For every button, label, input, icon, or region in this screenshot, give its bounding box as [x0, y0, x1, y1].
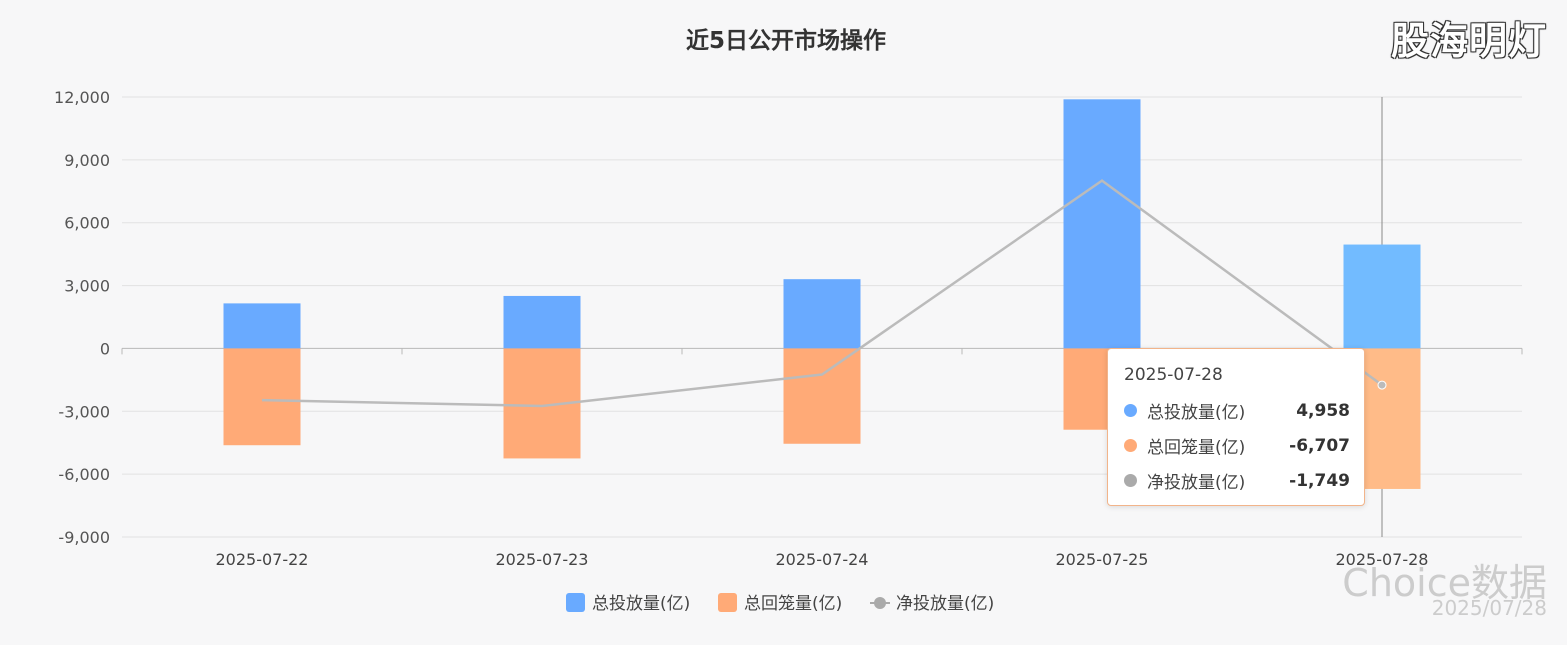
tooltip-row-net: 净投放量(亿) -1,749	[1124, 463, 1350, 498]
legend[interactable]: 总投放量(亿) 总回笼量(亿) 净投放量(亿)	[566, 593, 994, 614]
tooltip-invest-dot-icon	[1124, 404, 1137, 417]
legend-item-net[interactable]: 净投放量(亿)	[870, 594, 994, 614]
legend-swatch-icon	[718, 593, 737, 612]
brand-logo: 股海明灯	[1390, 19, 1547, 63]
legend-label: 总回笼量(亿)	[744, 594, 842, 614]
x-tick-label: 2025-07-24	[776, 550, 869, 569]
x-tick-label: 2025-07-22	[216, 550, 309, 569]
net-line-point[interactable]	[1377, 380, 1387, 390]
y-tick-label: -6,000	[58, 465, 110, 484]
net-line	[261, 179, 1383, 408]
bar-invest[interactable]	[223, 303, 301, 349]
net-line-layer	[261, 179, 1387, 408]
bar-invest[interactable]	[783, 279, 861, 349]
x-tick-label: 2025-07-23	[496, 550, 589, 569]
tooltip-withdraw-label: 总回笼量(亿)	[1147, 438, 1246, 458]
watermark-date: 2025/07/28	[1431, 596, 1547, 620]
tooltip-net-value: -1,749	[1289, 470, 1350, 491]
y-tick-label: 6,000	[64, 214, 110, 233]
y-tick-label: -3,000	[58, 402, 110, 421]
tooltip-net-label: 净投放量(亿)	[1147, 473, 1246, 493]
x-axis: 2025-07-22 2025-07-23 2025-07-24 2025-07-25…	[216, 550, 1429, 569]
bar-withdraw[interactable]	[783, 348, 861, 444]
tooltip-row-withdraw: 总回笼量(亿) -6,707	[1124, 428, 1350, 463]
bar-invest[interactable]	[503, 295, 581, 349]
tooltip-invest-value: 4,958	[1296, 400, 1350, 421]
y-tick-label: 12,000	[54, 88, 110, 107]
bar-layer	[223, 99, 1421, 489]
tooltip-net-dot-icon	[1124, 474, 1137, 487]
y-tick-label: 9,000	[64, 151, 110, 170]
watermark-brand: Choice数据	[1342, 561, 1547, 605]
tooltip-withdraw-value: -6,707	[1289, 435, 1350, 456]
y-axis: 12,000 9,000 6,000 3,000 0 -3,000 -6,000 -9,000	[54, 88, 110, 547]
y-tick-label: -9,000	[58, 528, 110, 547]
tooltip-title: 2025-07-28	[1124, 365, 1223, 385]
tooltip-invest-label: 总投放量(亿)	[1147, 403, 1246, 423]
legend-label: 总投放量(亿)	[592, 594, 690, 614]
chart-title: 近5日公开市场操作	[686, 27, 886, 54]
legend-dot-icon	[874, 597, 886, 609]
tooltip: 2025-07-28 总投放量(亿) 4,958 总回笼量(亿) -6,707 …	[1107, 348, 1365, 506]
x-tick-label: 2025-07-28	[1336, 550, 1429, 569]
y-tick-label: 3,000	[64, 277, 110, 296]
bar-withdraw[interactable]	[223, 348, 301, 446]
tooltip-row-invest: 总投放量(亿) 4,958	[1124, 393, 1350, 428]
legend-item-invest[interactable]: 总投放量(亿)	[566, 593, 690, 614]
legend-item-withdraw[interactable]: 总回笼量(亿)	[718, 593, 842, 614]
tooltip-withdraw-dot-icon	[1124, 439, 1137, 452]
bar-invest[interactable]	[1063, 99, 1141, 349]
bar-invest[interactable]	[1343, 244, 1421, 349]
x-tick-label: 2025-07-25	[1056, 550, 1149, 569]
legend-swatch-icon	[566, 593, 585, 612]
legend-label: 净投放量(亿)	[896, 594, 994, 614]
y-tick-label: 0	[100, 339, 110, 358]
